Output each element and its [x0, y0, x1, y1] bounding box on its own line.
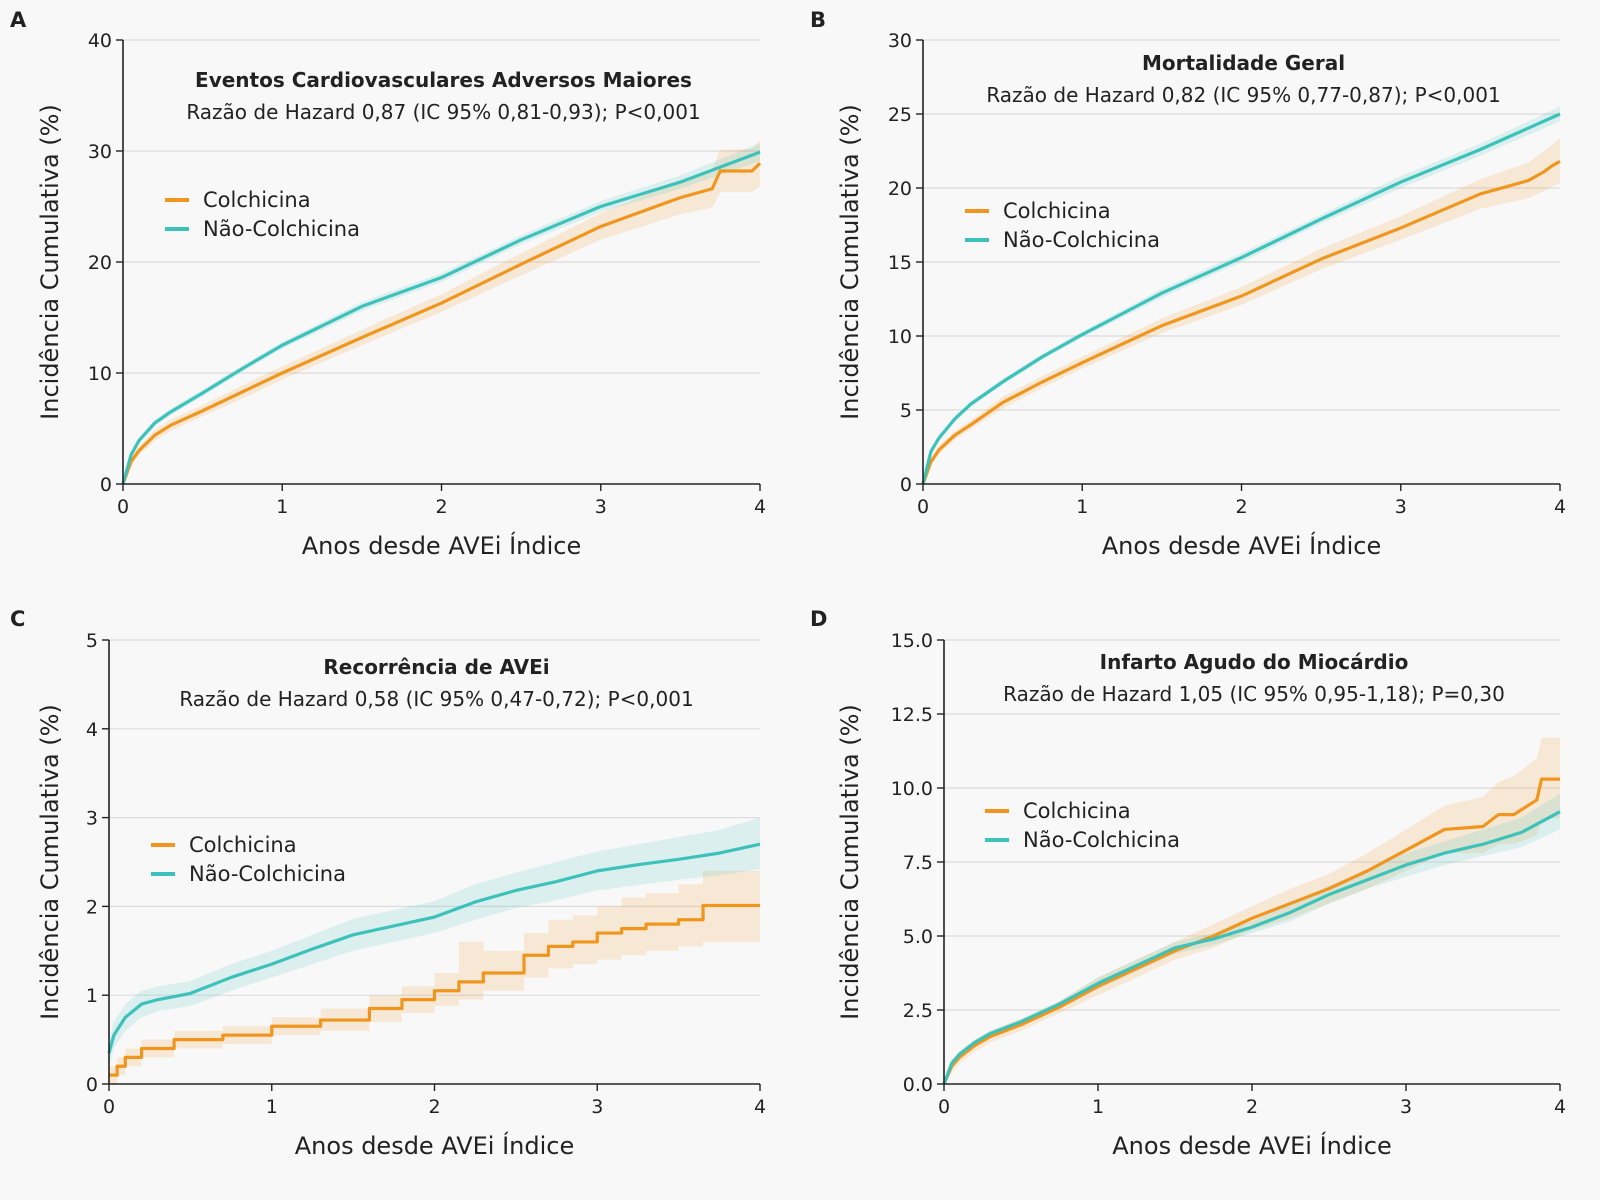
x-tick-label: 3 [595, 496, 607, 518]
colchicina-series-line [109, 903, 760, 1077]
x-axis-label: Anos desde AVEi Índice [302, 531, 582, 560]
y-tick-label: 20 [888, 178, 912, 200]
x-tick-label: 1 [1076, 496, 1088, 518]
nao-colchicina-series-line [107, 842, 761, 1054]
x-tick-label: 0 [117, 496, 129, 518]
y-tick-label: 10 [88, 363, 112, 385]
x-tick-label: 0 [938, 1096, 950, 1118]
chart-subtitle: Razão de Hazard 0,87 (IC 95% 0,81-0,93);… [186, 100, 700, 124]
x-tick-label: 2 [1235, 496, 1247, 518]
y-tick-label: 4 [86, 719, 98, 741]
y-axis-label: Incidência Cumulativa (%) [836, 104, 864, 420]
y-tick-label: 30 [888, 30, 912, 52]
colchicina-series-line [921, 159, 1561, 485]
y-tick-label: 10.0 [891, 778, 933, 800]
x-tick-label: 4 [1554, 496, 1566, 518]
y-tick-label: 7.5 [903, 852, 933, 874]
legend-label: Não-Colchicina [203, 217, 360, 241]
x-tick-label: 1 [276, 496, 288, 518]
y-tick-label: 5 [900, 400, 912, 422]
x-tick-label: 4 [1554, 1096, 1566, 1118]
y-axis-label: Incidência Cumulativa (%) [36, 704, 64, 1020]
nao-colchicina-ci-band [923, 106, 1560, 484]
legend-label: Não-Colchicina [189, 862, 346, 886]
nao-colchicina-ci-band [109, 817, 760, 1067]
x-tick-label: 2 [1246, 1096, 1258, 1118]
chart-title: Mortalidade Geral [1142, 51, 1345, 75]
y-tick-label: 15 [888, 252, 912, 274]
y-tick-label: 40 [88, 30, 112, 52]
nao-colchicina-series-line [121, 150, 761, 485]
x-tick-label: 2 [435, 496, 447, 518]
x-tick-label: 3 [591, 1096, 603, 1118]
chart-title: Infarto Agudo do Miocárdio [1100, 650, 1409, 674]
legend-label: Colchicina [189, 833, 297, 857]
panel-c: C 0 1 2 3 4 5 0 1 2 3 4 Anos desde AVEi Índice Incidê… [10, 607, 766, 1160]
y-tick-label: 2 [86, 896, 98, 918]
panel-letter: C [10, 607, 25, 631]
legend-label: Não-Colchicina [1003, 228, 1160, 252]
panel-letter: B [810, 8, 826, 32]
y-tick-label: 10 [888, 326, 912, 348]
y-tick-label: 5 [86, 630, 98, 652]
y-tick-label: 1 [86, 985, 98, 1007]
legend-label: Colchicina [1003, 199, 1111, 223]
panel-letter: A [10, 8, 27, 32]
chart-title: Recorrência de AVEi [323, 655, 549, 679]
x-axis-label: Anos desde AVEi Índice [295, 1131, 575, 1160]
y-tick-label: 12.5 [891, 704, 933, 726]
x-tick-label: 4 [754, 496, 766, 518]
panel-letter: D [810, 607, 827, 631]
x-tick-label: 1 [1092, 1096, 1104, 1118]
y-axis-label: Incidência Cumulativa (%) [836, 704, 864, 1020]
y-tick-label: 0 [900, 474, 912, 496]
colchicina-series-line [121, 162, 762, 485]
x-axis-label: Anos desde AVEi Índice [1112, 1131, 1392, 1160]
y-tick-label: 0 [100, 474, 112, 496]
colchicina-series-line [942, 777, 1560, 1085]
y-tick-label: 0 [86, 1074, 98, 1096]
x-tick-label: 0 [917, 496, 929, 518]
y-tick-label: 15.0 [891, 630, 933, 652]
x-tick-label: 0 [103, 1096, 115, 1118]
chart-subtitle: Razão de Hazard 1,05 (IC 95% 0,95-1,18);… [1003, 682, 1505, 706]
colchicina-ci-band [923, 137, 1560, 484]
y-tick-label: 3 [86, 808, 98, 830]
y-tick-label: 2.5 [903, 1000, 933, 1022]
legend-label: Colchicina [1023, 799, 1131, 823]
nao-colchicina-series-line [942, 810, 1561, 1085]
nao-colchicina-series-line [921, 112, 1561, 485]
x-tick-label: 4 [754, 1096, 766, 1118]
x-tick-label: 3 [1395, 496, 1407, 518]
y-tick-label: 30 [88, 141, 112, 163]
y-tick-label: 0.0 [903, 1074, 933, 1096]
panel-a: A 0 10 20 30 40 0 1 2 3 4 Anos desde AVEi Índice Inc… [10, 8, 766, 560]
chart-title: Eventos Cardiovasculares Adversos Maiore… [195, 68, 692, 92]
x-axis-label: Anos desde AVEi Índice [1102, 531, 1382, 560]
legend-label: Não-Colchicina [1023, 828, 1180, 852]
chart-subtitle: Razão de Hazard 0,58 (IC 95% 0,47-0,72);… [179, 687, 693, 711]
panel-d: D 0.0 2.5 5.0 7.5 10.0 12.5 15.0 0 1 2 3 4 Anos desde… [810, 607, 1566, 1160]
x-tick-label: 3 [1400, 1096, 1412, 1118]
y-axis-label: Incidência Cumulativa (%) [36, 104, 64, 420]
y-tick-label: 25 [888, 104, 912, 126]
y-tick-label: 20 [88, 252, 112, 274]
legend-label: Colchicina [203, 188, 311, 212]
y-tick-label: 5.0 [903, 926, 933, 948]
x-tick-label: 2 [428, 1096, 440, 1118]
chart-subtitle: Razão de Hazard 0,82 (IC 95% 0,77-0,87);… [986, 83, 1500, 107]
panel-b: B 0 5 10 15 20 25 30 0 1 2 3 4 Anos desde AVEi Índice… [810, 8, 1566, 560]
x-tick-label: 1 [266, 1096, 278, 1118]
colchicina-ci-band [944, 737, 1560, 1084]
